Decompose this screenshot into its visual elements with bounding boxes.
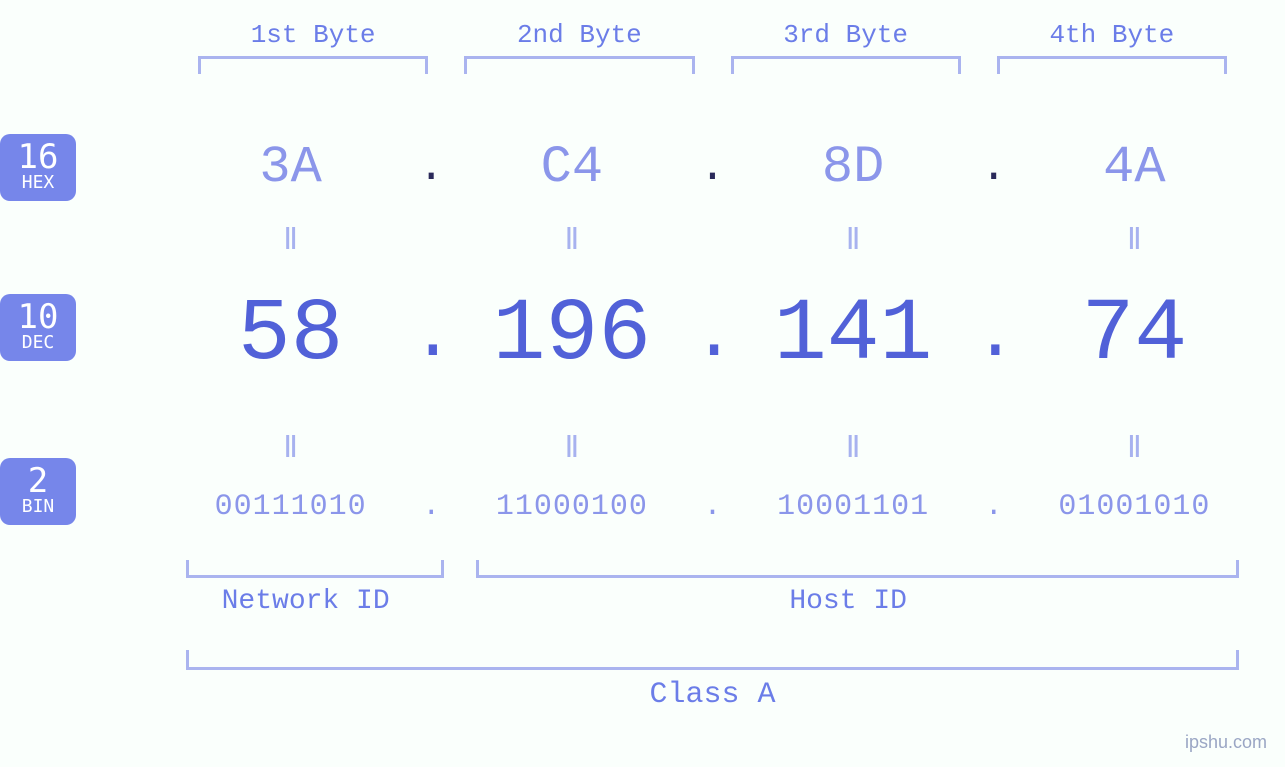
hex-dot-1: . bbox=[411, 143, 451, 193]
bin-byte-3: 10001101 bbox=[733, 490, 974, 524]
hex-dot-3: . bbox=[974, 143, 1014, 193]
bin-dot-3: . bbox=[974, 490, 1014, 524]
eq-2-2: Ⅱ bbox=[451, 430, 692, 467]
dec-base-number: 10 bbox=[0, 300, 76, 336]
hex-badge: 16 HEX bbox=[0, 134, 76, 201]
network-id-label: Network ID bbox=[170, 586, 441, 617]
dec-abbr: DEC bbox=[0, 334, 76, 353]
eq-2-1: Ⅱ bbox=[170, 430, 411, 467]
dec-byte-3: 141 bbox=[733, 286, 974, 385]
byte-label-1: 1st Byte bbox=[180, 20, 446, 50]
watermark: ipshu.com bbox=[1185, 732, 1267, 753]
hex-byte-2: C4 bbox=[451, 138, 692, 197]
equals-row-2: Ⅱ Ⅱ Ⅱ Ⅱ bbox=[170, 430, 1255, 467]
bin-dot-2: . bbox=[693, 490, 733, 524]
dec-badge: 10 DEC bbox=[0, 294, 76, 361]
dec-row: 58 . 196 . 141 . 74 bbox=[170, 286, 1255, 385]
eq-1-1: Ⅱ bbox=[170, 222, 411, 259]
eq-1-3: Ⅱ bbox=[733, 222, 974, 259]
hex-base-number: 16 bbox=[0, 140, 76, 176]
byte-bracket-3 bbox=[731, 56, 961, 74]
hex-row: 3A . C4 . 8D . 4A bbox=[170, 138, 1255, 197]
dec-dot-2: . bbox=[693, 295, 733, 377]
byte-bracket-2 bbox=[464, 56, 694, 74]
net-host-brackets bbox=[170, 560, 1255, 578]
byte-label-3: 3rd Byte bbox=[713, 20, 979, 50]
bin-abbr: BIN bbox=[0, 498, 76, 517]
bin-base-number: 2 bbox=[0, 464, 76, 500]
network-id-bracket bbox=[186, 560, 444, 578]
byte-bracket-4 bbox=[997, 56, 1227, 74]
bin-badge: 2 BIN bbox=[0, 458, 76, 525]
eq-1-2: Ⅱ bbox=[451, 222, 692, 259]
class-label: Class A bbox=[170, 678, 1255, 712]
byte-brackets bbox=[180, 56, 1245, 78]
byte-label-4: 4th Byte bbox=[979, 20, 1245, 50]
eq-1-4: Ⅱ bbox=[1014, 222, 1255, 259]
equals-row-1: Ⅱ Ⅱ Ⅱ Ⅱ bbox=[170, 222, 1255, 259]
byte-label-2: 2nd Byte bbox=[446, 20, 712, 50]
dec-byte-2: 196 bbox=[451, 286, 692, 385]
dec-byte-4: 74 bbox=[1014, 286, 1255, 385]
bin-dot-1: . bbox=[411, 490, 451, 524]
byte-bracket-1 bbox=[198, 56, 428, 74]
byte-labels-row: 1st Byte 2nd Byte 3rd Byte 4th Byte bbox=[180, 20, 1245, 50]
eq-2-3: Ⅱ bbox=[733, 430, 974, 467]
bin-byte-2: 11000100 bbox=[451, 490, 692, 524]
hex-byte-4: 4A bbox=[1014, 138, 1255, 197]
hex-abbr: HEX bbox=[0, 174, 76, 193]
hex-dot-2: . bbox=[693, 143, 733, 193]
hex-byte-1: 3A bbox=[170, 138, 411, 197]
bin-byte-4: 01001010 bbox=[1014, 490, 1255, 524]
dec-dot-3: . bbox=[974, 295, 1014, 377]
eq-2-4: Ⅱ bbox=[1014, 430, 1255, 467]
dec-byte-1: 58 bbox=[170, 286, 411, 385]
bin-row: 00111010 . 11000100 . 10001101 . 0100101… bbox=[170, 490, 1255, 524]
net-host-labels: Network ID Host ID bbox=[170, 586, 1255, 617]
dec-dot-1: . bbox=[411, 295, 451, 377]
hex-byte-3: 8D bbox=[733, 138, 974, 197]
host-id-label: Host ID bbox=[441, 586, 1255, 617]
class-bracket bbox=[186, 650, 1239, 670]
bin-byte-1: 00111010 bbox=[170, 490, 411, 524]
host-id-bracket bbox=[476, 560, 1239, 578]
